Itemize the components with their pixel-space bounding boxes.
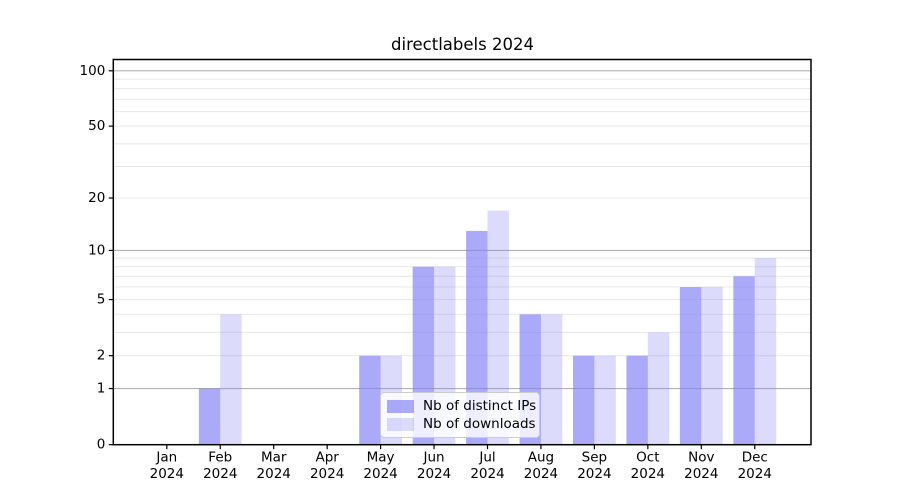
y-tick-label: 0 bbox=[97, 437, 106, 453]
y-tick-label: 10 bbox=[88, 242, 105, 258]
bar-nov-downloads bbox=[701, 287, 723, 445]
legend-swatch-downloads bbox=[387, 417, 414, 431]
x-tick-label-sep: Sep 2024 bbox=[577, 450, 611, 483]
chart-title: directlabels 2024 bbox=[391, 35, 534, 54]
x-tick-label-nov: Nov 2024 bbox=[684, 450, 718, 483]
x-tick-label-jan: Jan 2024 bbox=[150, 450, 184, 483]
bar-jul-distinct-ips bbox=[466, 230, 488, 445]
bar-feb-downloads bbox=[220, 314, 242, 445]
y-tick-label: 20 bbox=[88, 190, 105, 206]
x-tick-label-apr: Apr 2024 bbox=[310, 450, 344, 483]
x-tick-label-jun: Jun 2024 bbox=[417, 450, 451, 483]
legend-swatch-distinct-ips bbox=[387, 399, 414, 413]
bar-sep-distinct-ips bbox=[573, 355, 595, 445]
legend-item-distinct-ips: Nb of distinct IPs bbox=[387, 398, 536, 414]
bar-jul-downloads bbox=[487, 210, 509, 445]
x-tick-label-dec: Dec 2024 bbox=[738, 450, 772, 483]
x-tick-label-feb: Feb 2024 bbox=[203, 450, 237, 483]
legend-label-downloads: Nb of downloads bbox=[423, 416, 536, 432]
legend: Nb of distinct IPs Nb of downloads bbox=[380, 392, 540, 438]
legend-label-distinct-ips: Nb of distinct IPs bbox=[423, 398, 537, 414]
x-tick-label-jul: Jul 2024 bbox=[470, 450, 504, 483]
bar-feb-distinct-ips bbox=[198, 388, 221, 445]
x-tick-label-may: May 2024 bbox=[363, 450, 397, 483]
y-tick-label: 2 bbox=[97, 348, 106, 364]
bar-oct-downloads bbox=[647, 332, 670, 445]
bar-may-distinct-ips bbox=[359, 355, 381, 445]
y-tick-label: 5 bbox=[97, 292, 106, 308]
legend-item-downloads: Nb of downloads bbox=[387, 416, 536, 432]
bar-sep-downloads bbox=[594, 355, 616, 445]
x-tick-label-mar: Mar 2024 bbox=[257, 450, 291, 483]
axes-spines bbox=[112, 58, 812, 446]
y-tick-label: 1 bbox=[97, 381, 106, 397]
x-tick-label-oct: Oct 2024 bbox=[631, 450, 665, 483]
y-tick-label: 100 bbox=[80, 63, 106, 79]
y-tick-label: 50 bbox=[88, 118, 105, 134]
x-tick-label-aug: Aug 2024 bbox=[524, 450, 558, 483]
bar-aug-downloads bbox=[540, 314, 563, 445]
bar-nov-distinct-ips bbox=[679, 287, 702, 445]
bar-dec-downloads bbox=[754, 258, 777, 445]
bar-dec-distinct-ips bbox=[733, 276, 755, 445]
bar-oct-distinct-ips bbox=[626, 355, 648, 445]
